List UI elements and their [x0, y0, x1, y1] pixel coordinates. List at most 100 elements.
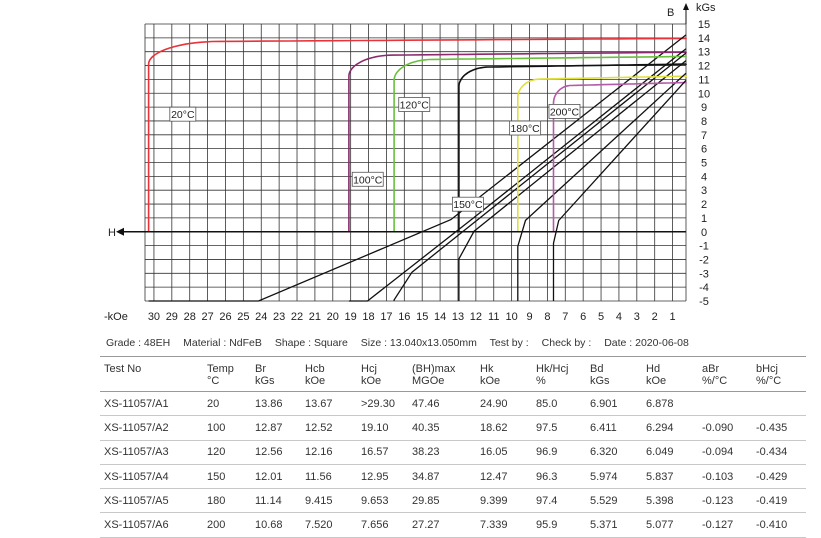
table-cell: 16.57: [357, 440, 408, 465]
test-info: Grade : 48EH Material : NdFeB Shape : Sq…: [106, 337, 699, 349]
normal-curve-180°C: [517, 72, 687, 301]
chart-curve-labels: 20°C 100°C 120°C 150°C 180°C 200°C: [169, 97, 581, 212]
table-cell: 38.23: [408, 440, 476, 465]
intrinsic-curve-100°C: [348, 51, 687, 232]
y-tick-label: 3: [701, 185, 707, 197]
curve-label-box: [169, 106, 197, 122]
x-tick-label: 26: [219, 311, 231, 323]
intrinsic-curve-20°C: [147, 37, 687, 232]
table-header: Hk kOe: [476, 356, 532, 392]
table-header-label: Test No: [104, 363, 142, 375]
table-header-row: Test No Temp °C Br kGs Hcb kOe Hcj kOe (BH)max MGO…: [100, 356, 806, 392]
y-tick-label: -1: [699, 241, 709, 253]
x-tick-label: 25: [237, 311, 249, 323]
table-row: XS-11057/A3 120 12.56 12.16 16.57 38.23 16.05 9…: [100, 440, 806, 465]
table-header-label: Temp: [207, 363, 234, 375]
x-tick-label: 4: [616, 311, 622, 323]
table-cell: XS-11057/A4: [100, 464, 203, 490]
shape-info: Shape : Square: [274, 337, 348, 349]
table-cell: 97.5: [532, 415, 586, 441]
x-tick-label: 15: [416, 311, 428, 323]
curve-label-box: [509, 120, 542, 136]
chart-axes: HB kGs-kOe 30 29 28 27 26 25 24 23 22 21 20 19 18 17 16 1…: [104, 2, 716, 323]
table-cell: 96.3: [532, 464, 586, 490]
table-cell: 24.90: [476, 391, 532, 417]
y-tick-label: 15: [698, 19, 710, 31]
x-tick-label: 19: [345, 311, 357, 323]
table-cell: 12.56: [251, 440, 301, 465]
table-header-unit: kOe: [480, 375, 501, 387]
table-header: Temp °C: [203, 356, 251, 392]
table-header-label: Bd: [590, 363, 604, 375]
table-cell: 7.520: [301, 512, 357, 538]
table-cell: 96.9: [532, 440, 586, 465]
date-info: Date : 2020-06-08: [604, 337, 689, 349]
y-tick-label: -4: [699, 282, 709, 294]
table-cell: 150: [203, 464, 251, 490]
b-axis-arrow: [683, 3, 689, 10]
y-tick-label: 7: [701, 130, 707, 142]
curve-label-box: [351, 171, 384, 187]
y-tick-label: -5: [699, 296, 709, 308]
x-tick-label: 12: [470, 311, 482, 323]
x-tick-label: 22: [291, 311, 303, 323]
table-header-label: Hd: [646, 363, 661, 375]
table-row: XS-11057/A4 150 12.01 11.56 12.95 34.87 12.47 9…: [100, 464, 806, 490]
table-cell: -0.429: [752, 464, 806, 490]
table-header-unit: kGs: [255, 375, 275, 387]
table-cell: XS-11057/A3: [100, 440, 203, 465]
table-row: XS-11057/A6 200 10.68 7.520 7.656 27.27 7.339 9…: [100, 512, 806, 538]
y-tick-label: -3: [699, 268, 709, 280]
x-tick-label: 24: [255, 311, 267, 323]
normal-curve-150°C: [458, 60, 687, 301]
x-tick-label: 9: [526, 311, 532, 323]
table-header: Test No: [100, 356, 203, 392]
table-cell: 5.077: [642, 512, 698, 538]
table-cell: 12.95: [357, 464, 408, 490]
intrinsic-curve-200°C: [552, 81, 687, 232]
grade-info: Grade : 48EH: [106, 337, 171, 349]
curve-label-200°C: 200°C: [550, 106, 580, 118]
table-cell: 16.05: [476, 440, 532, 465]
normal-curve-120°C: [393, 52, 687, 301]
x-tick-label: 17: [380, 311, 392, 323]
table-header-unit: °C: [207, 375, 220, 387]
table-header: bHcj %/°C: [752, 356, 806, 392]
table-cell: -0.434: [752, 440, 806, 465]
h-axis-label: H: [108, 227, 116, 239]
table-header-unit: %: [536, 375, 546, 387]
y-tick-label: 2: [701, 199, 707, 211]
table-header: Hcb kOe: [301, 356, 357, 392]
table-cell: 9.415: [301, 488, 357, 514]
table-cell: 180: [203, 488, 251, 514]
table-header: aBr %/°C: [698, 356, 752, 392]
table-cell: 13.86: [251, 391, 301, 417]
table-header-unit: kOe: [646, 375, 667, 387]
x-tick-label: 18: [362, 311, 374, 323]
table-header: Hcj kOe: [357, 356, 408, 392]
intrinsic-curve-150°C: [458, 63, 687, 232]
testby-info: Test by :: [489, 337, 529, 349]
curve-label-box: [451, 196, 484, 212]
table-cell: 12.01: [251, 464, 301, 490]
normal-curve-20°C: [148, 34, 687, 302]
y-tick-label: 9: [701, 102, 707, 114]
table-cell: 6.901: [586, 391, 642, 417]
table-cell: 6.320: [586, 440, 642, 465]
table-cell: 5.974: [586, 464, 642, 490]
curve-label-100°C: 100°C: [353, 174, 383, 186]
curve-label-120°C: 120°C: [400, 99, 430, 111]
x-tick-label: 13: [452, 311, 464, 323]
normal-curve-100°C: [348, 48, 687, 302]
table-cell: 7.656: [357, 512, 408, 538]
table-header-unit: kOe: [361, 375, 382, 387]
table-cell: 12.47: [476, 464, 532, 490]
y-tick-label: 0: [701, 227, 707, 239]
table-cell: XS-11057/A5: [100, 488, 203, 514]
table-cell: 95.9: [532, 512, 586, 538]
table-cell: [752, 391, 806, 417]
table-cell: 9.653: [357, 488, 408, 514]
x-tick-label: 29: [166, 311, 178, 323]
y-tick-label: 1: [701, 213, 707, 225]
